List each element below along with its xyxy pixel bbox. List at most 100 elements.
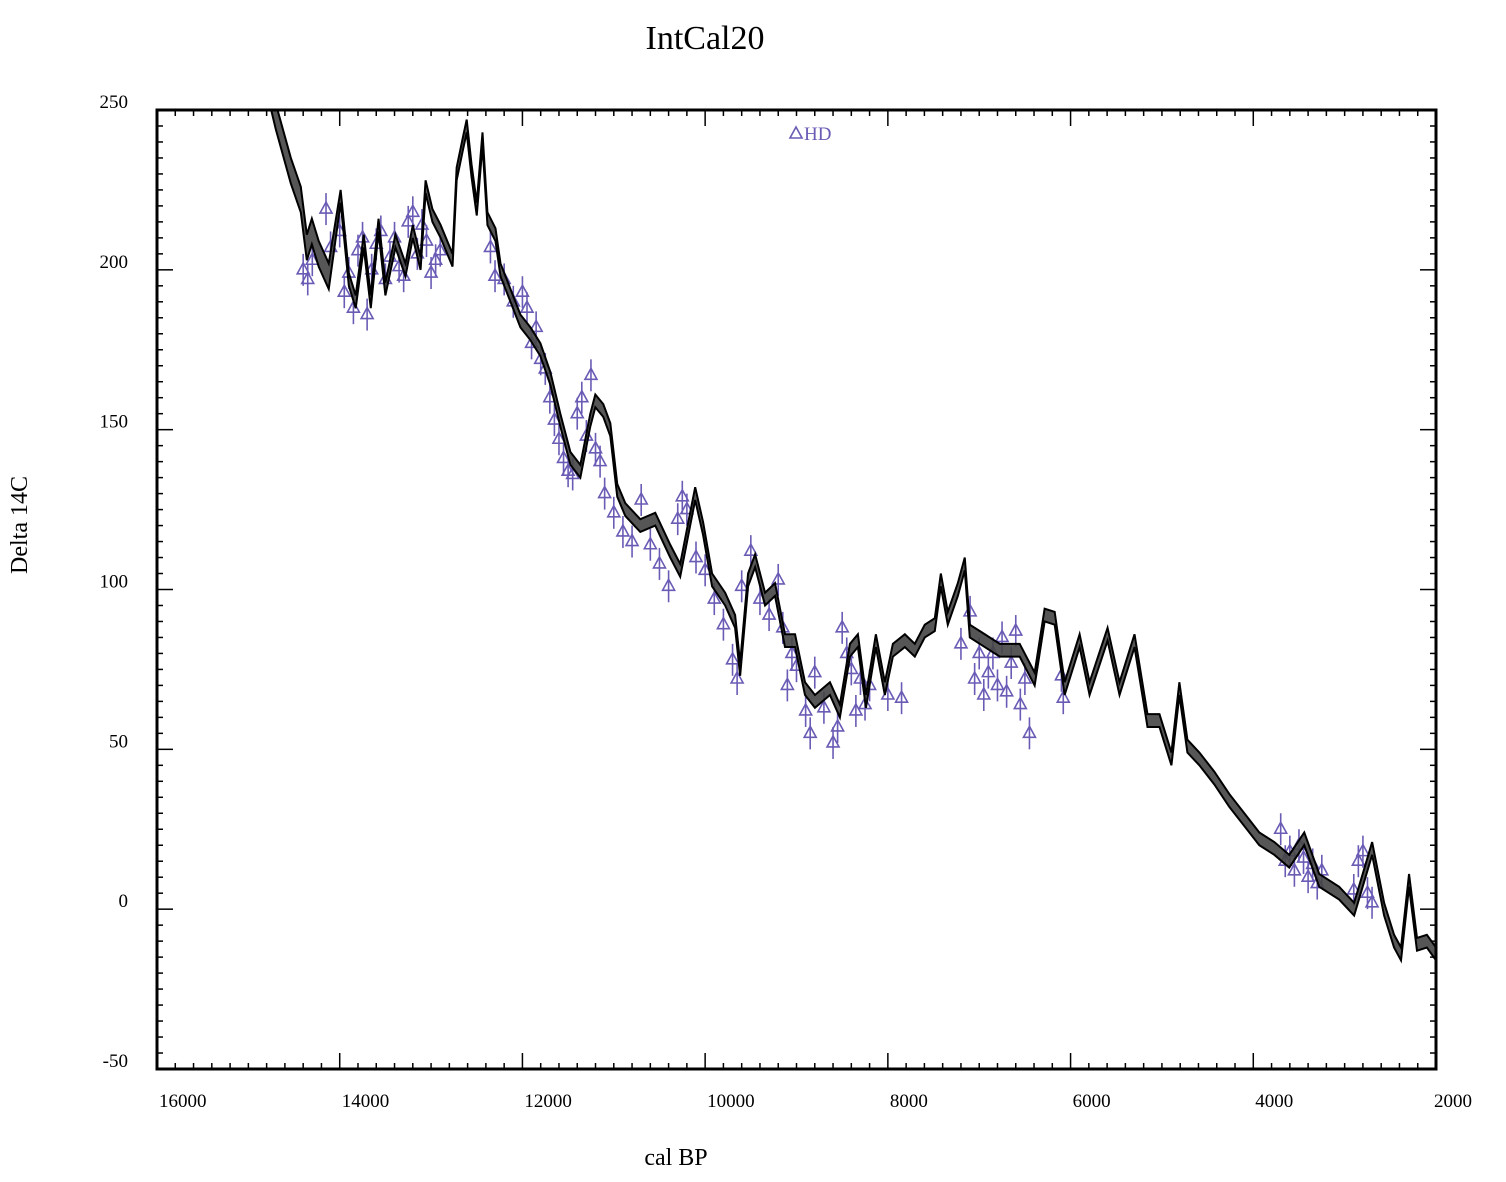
triangle-marker <box>336 283 352 298</box>
hd-data-point <box>519 292 535 325</box>
hd-data-point <box>583 359 599 392</box>
triangle-marker <box>716 615 731 630</box>
triangle-marker <box>1003 654 1019 668</box>
hd-data-point <box>999 675 1014 708</box>
x-tick-label: 4000 <box>1255 1091 1293 1112</box>
triangle-marker <box>432 241 448 256</box>
y-tick-label: 100 <box>100 572 129 593</box>
hd-data-point <box>359 298 375 331</box>
legend-triangle-marker <box>788 125 804 139</box>
triangle-marker <box>583 366 599 381</box>
triangle-marker <box>1055 689 1071 703</box>
triangle-marker <box>515 283 530 298</box>
hd-data-point <box>483 231 498 264</box>
triangle-marker <box>990 676 1005 691</box>
hd-data-point <box>679 493 695 526</box>
triangle-marker <box>1364 894 1380 908</box>
triangle-marker <box>547 411 562 425</box>
legend-label-hd: HD <box>804 124 831 145</box>
hd-data-point <box>574 381 590 414</box>
hd-data-point <box>848 694 864 727</box>
triangle-marker <box>569 405 585 419</box>
triangle-marker <box>359 305 375 320</box>
triangle-marker <box>405 203 421 218</box>
triangle-marker <box>770 571 786 585</box>
hd-data-point <box>990 669 1005 702</box>
legend: HD <box>788 124 831 145</box>
triangle-marker <box>1300 868 1316 882</box>
triangle-marker <box>661 577 676 592</box>
hd-data-point <box>825 726 841 759</box>
hd-data-point <box>432 234 448 267</box>
hd-data-point <box>652 547 667 580</box>
hd-data-point <box>716 608 731 641</box>
hd-data-point <box>780 669 795 702</box>
hd-data-point <box>615 515 631 548</box>
curve-uncertainty-band <box>271 110 1436 961</box>
x-tick-label: 6000 <box>1073 1091 1111 1112</box>
triangle-marker <box>848 702 864 716</box>
triangle-marker <box>999 683 1014 697</box>
triangle-marker <box>798 702 813 716</box>
hd-data-point <box>834 611 850 644</box>
hd-data-point <box>953 627 969 660</box>
hd-data-point <box>547 404 562 437</box>
triangle-marker <box>318 200 334 214</box>
hd-data-point <box>405 196 421 229</box>
hd-data-point <box>551 423 567 456</box>
triangle-marker <box>1355 842 1371 857</box>
triangle-marker <box>894 689 909 703</box>
x-axis-label: cal BP <box>644 1145 707 1171</box>
triangle-marker <box>784 644 800 659</box>
axis-ticks: 16000 14000 12000 10000 8000 6000 4000 20002502… <box>100 92 1473 1112</box>
hd-data-point <box>318 193 334 226</box>
hd-data-point <box>976 679 992 711</box>
hd-data-point <box>761 599 777 632</box>
curve-upper-line <box>276 110 1436 951</box>
x-tick-label: 8000 <box>890 1091 928 1112</box>
triangle-marker <box>295 261 311 275</box>
triangle-marker <box>1012 695 1028 710</box>
hd-data-point <box>336 276 352 309</box>
triangle-marker <box>679 500 695 515</box>
x-tick-label: 16000 <box>159 1091 207 1112</box>
y-tick-label: 250 <box>100 92 129 113</box>
hd-data-point <box>661 570 676 603</box>
y-tick-label: 150 <box>100 412 129 433</box>
triangle-marker <box>1296 849 1311 863</box>
hd-data-point <box>487 260 503 293</box>
hd-data-point <box>725 643 740 676</box>
triangle-marker <box>688 548 704 563</box>
triangle-marker <box>1346 881 1362 895</box>
triangle-marker <box>981 663 996 678</box>
hd-data-point <box>981 656 996 689</box>
hd-data-point <box>1273 813 1289 846</box>
hd-data-point <box>967 663 982 695</box>
triangle-marker <box>953 635 969 649</box>
hd-data-point <box>428 244 443 277</box>
triangle-marker <box>857 695 873 710</box>
triangle-marker <box>706 590 722 604</box>
triangle-marker <box>423 264 439 278</box>
triangle-marker <box>1017 670 1033 684</box>
triangle-marker <box>428 251 443 266</box>
x-tick-label: 14000 <box>342 1091 390 1112</box>
hd-data-point <box>807 656 823 689</box>
hd-data-point <box>569 397 585 430</box>
hd-data-point <box>894 682 909 715</box>
hd-data-point <box>597 477 612 510</box>
hd-data-point <box>743 535 759 568</box>
y-tick-label: 200 <box>100 252 129 273</box>
triangle-marker <box>1273 820 1289 835</box>
triangle-marker <box>592 452 608 467</box>
x-tick-label: 2000 <box>1434 1091 1472 1112</box>
triangle-marker <box>483 238 498 253</box>
hd-data-point <box>300 263 316 296</box>
hd-data-point <box>802 717 818 750</box>
hd-data-point <box>1012 688 1028 721</box>
triangle-marker <box>971 644 987 659</box>
hd-data-point <box>729 663 745 695</box>
triangle-marker <box>729 670 745 684</box>
hd-data-point <box>770 563 786 596</box>
hd-data-point <box>606 496 622 529</box>
